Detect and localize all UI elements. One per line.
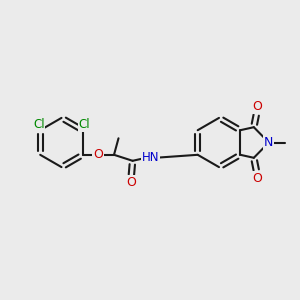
Text: Cl: Cl (79, 118, 90, 131)
Text: N: N (264, 136, 274, 149)
Text: HN: HN (142, 151, 159, 164)
Text: O: O (252, 172, 262, 185)
Text: O: O (94, 148, 103, 161)
Text: Cl: Cl (33, 118, 44, 131)
Text: O: O (252, 100, 262, 113)
Text: O: O (126, 176, 136, 189)
